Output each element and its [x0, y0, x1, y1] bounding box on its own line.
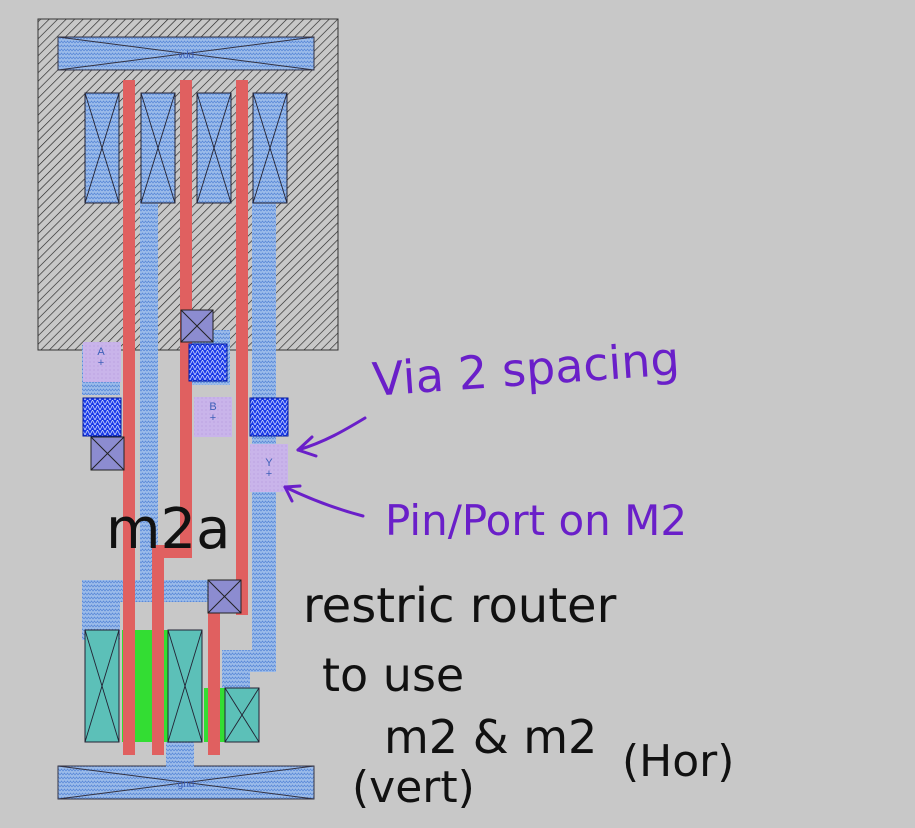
- hor-annotation: (Hor): [622, 736, 735, 787]
- gnd-rail: gnd: [57, 765, 315, 800]
- m2-m2-annotation: m2 & m2: [384, 710, 598, 764]
- via2-arrow: [296, 416, 367, 458]
- svg-text:+: +: [266, 468, 272, 480]
- svg-text:+: +: [210, 412, 216, 424]
- pin-y-label: Y: [265, 457, 273, 469]
- pin-arrow: [283, 484, 365, 518]
- pin-y: Y +: [250, 444, 288, 492]
- pin-a: A +: [83, 342, 121, 382]
- restric-router-annotation: restric router: [303, 578, 617, 634]
- pin-b-label: B: [209, 401, 216, 413]
- pin-port-annotation: Pin/Port on M2: [385, 496, 688, 545]
- vert-annotation: (vert): [352, 762, 475, 813]
- to-use-annotation: to use: [322, 648, 465, 702]
- vdd-rail: vdd: [57, 36, 315, 71]
- gnd-label: gnd: [178, 779, 195, 790]
- vdd-label: vdd: [178, 50, 194, 61]
- poly-contacts: [90, 309, 242, 614]
- pin-a-label: A: [97, 346, 105, 358]
- svg-text:+: +: [98, 357, 104, 369]
- via2-blocks: [82, 343, 289, 437]
- m2a-annotation: m2a: [106, 497, 231, 562]
- pin-b: B +: [194, 397, 232, 437]
